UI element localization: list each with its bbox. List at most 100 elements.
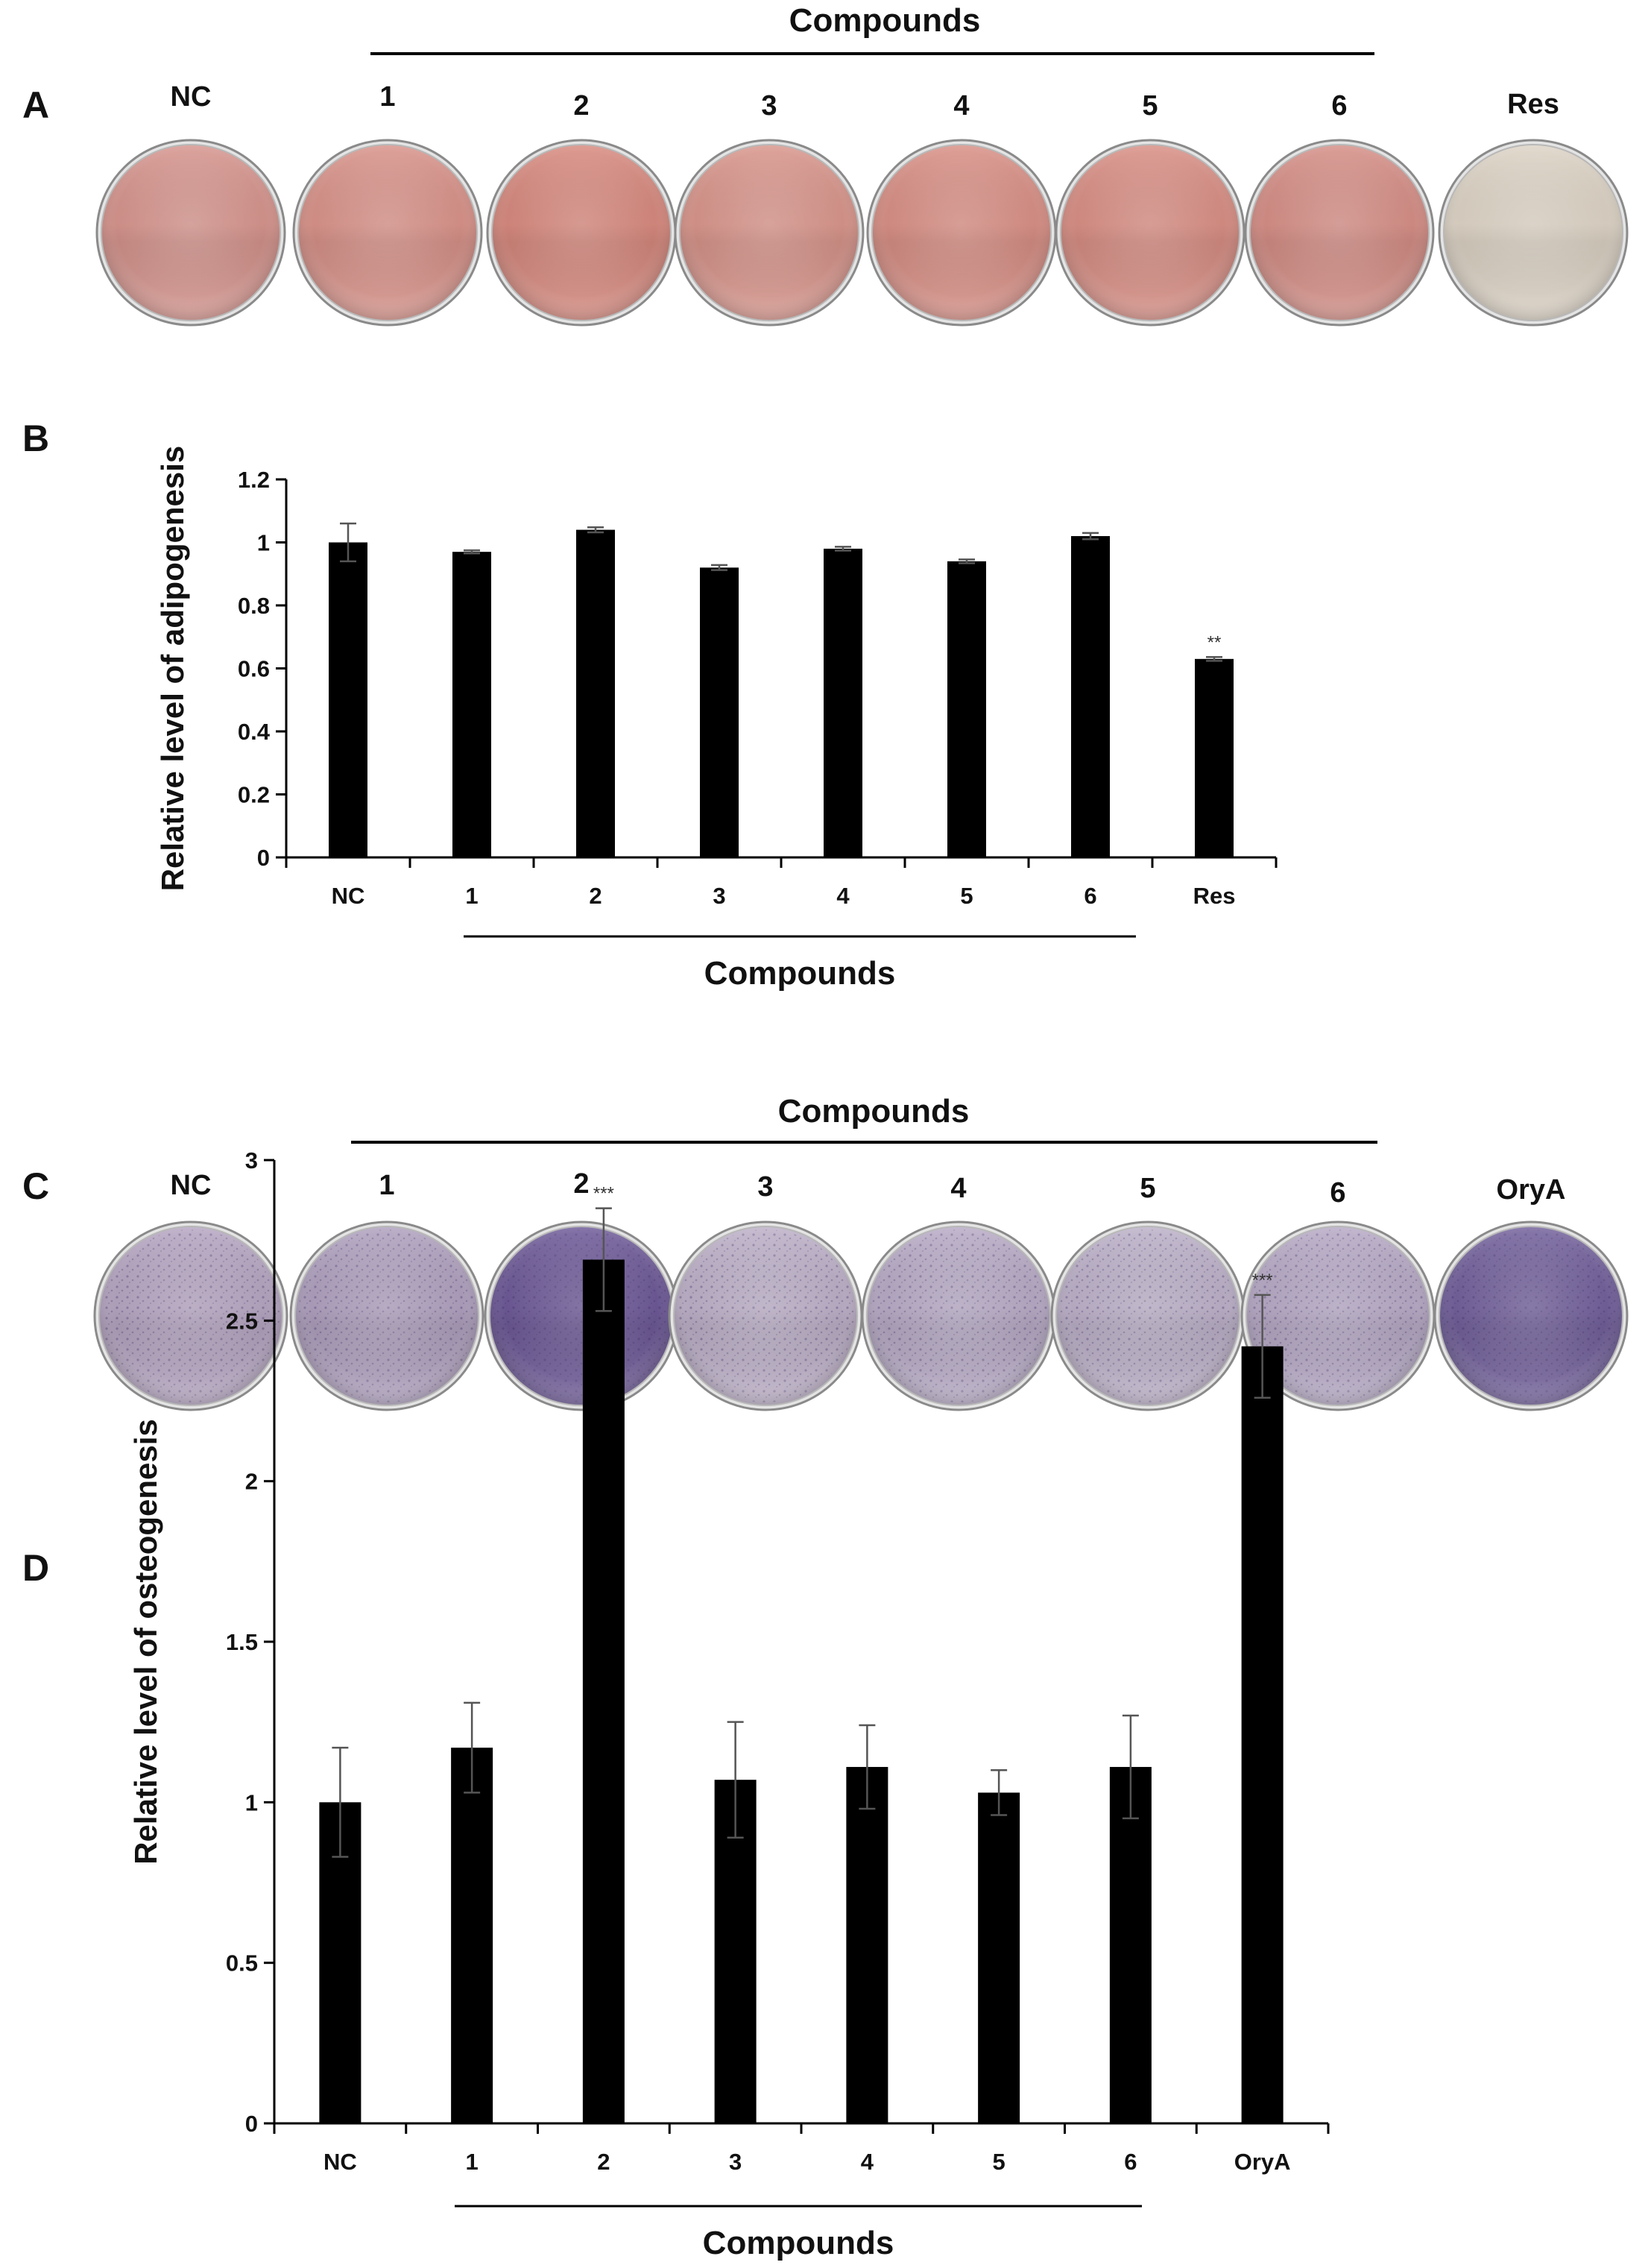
y-tick-label: 0 bbox=[245, 2111, 258, 2137]
error-bar bbox=[835, 546, 851, 552]
y-tick-label: 0.5 bbox=[226, 1950, 258, 1976]
error-bar bbox=[595, 1207, 612, 1312]
panel-a-dish-shade bbox=[1060, 144, 1240, 321]
x-tick-label: 6 bbox=[1084, 883, 1096, 909]
error-bar bbox=[959, 558, 975, 564]
bar bbox=[452, 552, 491, 857]
panel-c-dishes: NC 1 2 3 4 5 6 OryA bbox=[93, 1168, 1629, 1411]
panel-a-dish-label: Res bbox=[1507, 89, 1559, 120]
bar bbox=[700, 567, 739, 857]
panel-c: C Compounds NC 1 2 3 4 5 6 OryA bbox=[22, 1093, 1629, 1411]
error-bar bbox=[859, 1724, 876, 1810]
error-bar bbox=[991, 1769, 1008, 1816]
panel-a-dish-shade bbox=[871, 144, 1052, 321]
x-tick-label: 5 bbox=[993, 2149, 1005, 2175]
panel-c-dish: 2 bbox=[484, 1168, 679, 1411]
x-tick-label: 1 bbox=[465, 883, 478, 909]
y-tick-label: 0.4 bbox=[238, 719, 271, 745]
error-bar bbox=[1254, 1294, 1271, 1399]
bar bbox=[451, 1748, 493, 2123]
y-tick-label: 0.8 bbox=[238, 593, 270, 619]
error-bar bbox=[332, 1746, 349, 1858]
x-tick-label: 3 bbox=[729, 2149, 742, 2175]
panel-c-dish: 1 bbox=[289, 1170, 484, 1411]
panel-a-dish: 6 bbox=[1244, 90, 1435, 327]
bar bbox=[1195, 658, 1234, 857]
panel-c-dish-label: 2 bbox=[573, 1168, 589, 1200]
panel-a-group-label: Compounds bbox=[789, 2, 981, 39]
y-tick-label: 2.5 bbox=[226, 1308, 258, 1334]
panel-c-dish-shade bbox=[1055, 1226, 1240, 1406]
panel-a: A Compounds NC 1 2 3 4 5 6 Res bbox=[22, 2, 1629, 327]
panel-a-dish-shade bbox=[297, 144, 478, 321]
bar bbox=[846, 1766, 888, 2123]
x-tick-label: 4 bbox=[861, 2149, 874, 2175]
panel-b-letter: B bbox=[22, 418, 49, 459]
x-tick-label: 6 bbox=[1124, 2149, 1137, 2175]
y-tick-label: 1 bbox=[245, 1789, 258, 1815]
bar bbox=[978, 1792, 1020, 2123]
panel-c-dish-label: OryA bbox=[1497, 1174, 1566, 1206]
significance-marker: *** bbox=[1252, 1270, 1273, 1291]
panel-c-dish-shade bbox=[489, 1226, 674, 1406]
x-tick-label: 2 bbox=[597, 2149, 610, 2175]
panel-c-dish: OryA bbox=[1433, 1174, 1629, 1411]
y-tick-label: 0.6 bbox=[238, 656, 270, 682]
panel-c-dish-shade bbox=[294, 1226, 479, 1406]
panel-a-dish-shade bbox=[1443, 144, 1623, 321]
panel-a-letter: A bbox=[22, 84, 49, 126]
panel-c-dish: 4 bbox=[861, 1173, 1056, 1411]
y-tick-label: 3 bbox=[245, 1147, 258, 1174]
bar bbox=[1071, 536, 1110, 857]
panel-a-dish-label: NC bbox=[171, 81, 212, 113]
panel-c-dish: 3 bbox=[668, 1171, 863, 1411]
error-bar bbox=[1206, 656, 1222, 662]
panel-c-dish-shade bbox=[673, 1226, 858, 1406]
panel-a-dish: 3 bbox=[674, 90, 865, 327]
adipogenesis-chart: 0 0.2 0.4 0.6 0.8 1 1.2 NC 1 2 3 4 5 6 Res ** Compounds R… bbox=[155, 446, 1278, 992]
error-bar bbox=[587, 526, 604, 534]
error-bar bbox=[464, 1701, 481, 1794]
y-axis-label: Relative level of osteogenesis bbox=[128, 1419, 163, 1865]
x-tick-label: NC bbox=[323, 2149, 357, 2175]
panel-a-dish-label: 1 bbox=[379, 81, 395, 113]
panel-a-dish-shade bbox=[101, 144, 281, 321]
panel-a-dish-label: 3 bbox=[761, 90, 777, 122]
error-bar bbox=[711, 564, 727, 571]
panel-c-dish-shade bbox=[1246, 1226, 1430, 1406]
panel-c-dish-label: NC bbox=[171, 1170, 212, 1201]
error-bar bbox=[1082, 532, 1099, 541]
panel-c-dish-label: 4 bbox=[950, 1173, 966, 1204]
panel-c-dish-shade bbox=[98, 1226, 283, 1406]
y-tick-label: 1.2 bbox=[238, 467, 270, 493]
panel-c-dish-label: 5 bbox=[1140, 1173, 1155, 1204]
panel-c-dish-label: 6 bbox=[1330, 1177, 1345, 1209]
panel-c-dish-shade bbox=[866, 1226, 1051, 1406]
y-tick-label: 1.5 bbox=[226, 1629, 258, 1655]
y-axis-label: Relative level of adipogenesis bbox=[155, 446, 190, 892]
panel-a-dishes: NC 1 2 3 4 5 6 Res bbox=[95, 81, 1629, 327]
panel-a-dish: 1 bbox=[292, 81, 483, 327]
panel-c-dish: 6 bbox=[1240, 1177, 1436, 1411]
x-tick-label: OryA bbox=[1234, 2149, 1291, 2175]
panel-a-dish: 4 bbox=[866, 90, 1057, 327]
panel-a-dish-shade bbox=[1249, 144, 1430, 321]
bar bbox=[582, 1259, 625, 2123]
x-tick-label: 1 bbox=[466, 2149, 479, 2175]
panel-a-dish: Res bbox=[1438, 89, 1629, 327]
error-bar bbox=[1122, 1714, 1139, 1820]
panel-c-dish-label: 3 bbox=[757, 1171, 773, 1203]
error-bar bbox=[464, 549, 480, 555]
panel-a-dish: 2 bbox=[486, 90, 677, 327]
panel-c-dish: 5 bbox=[1050, 1173, 1246, 1411]
bar bbox=[824, 548, 862, 857]
panel-a-dish-label: 2 bbox=[573, 90, 589, 122]
panel-a-dish-label: 4 bbox=[953, 90, 969, 122]
x-tick-label: 4 bbox=[836, 883, 850, 909]
x-tick-label: 3 bbox=[713, 883, 725, 909]
panel-d-letter: D bbox=[22, 1547, 49, 1589]
bar bbox=[1109, 1766, 1152, 2123]
bar bbox=[1241, 1346, 1284, 2123]
panel-b: B 0 0.2 0.4 0.6 0.8 1 1.2 NC 1 2 3 4 5 6 Res ** Compound… bbox=[22, 418, 1278, 992]
